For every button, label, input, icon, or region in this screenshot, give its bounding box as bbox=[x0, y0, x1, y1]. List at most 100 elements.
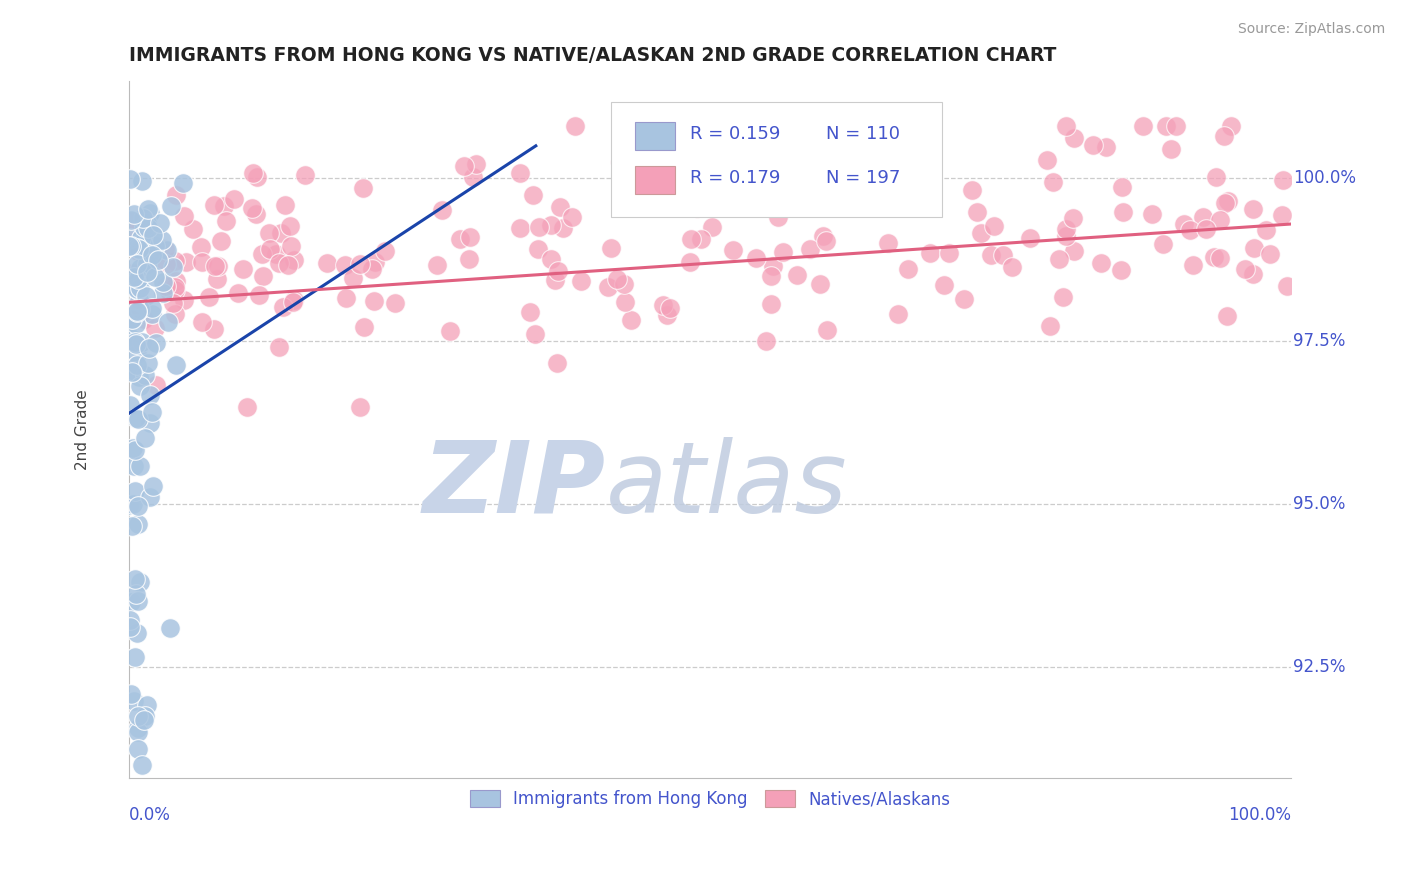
Point bbox=[124, 280, 146, 294]
Point bbox=[269, 340, 291, 354]
Point bbox=[1216, 194, 1239, 208]
Point bbox=[620, 312, 643, 326]
Text: 92.5%: 92.5% bbox=[1294, 658, 1346, 676]
Point bbox=[125, 256, 148, 270]
Text: 97.5%: 97.5% bbox=[1294, 333, 1346, 351]
Point bbox=[128, 370, 150, 384]
Point bbox=[529, 220, 551, 235]
Point bbox=[1019, 231, 1042, 245]
Point bbox=[651, 298, 673, 312]
Point bbox=[124, 336, 146, 351]
Point bbox=[121, 311, 143, 326]
Point bbox=[131, 334, 153, 349]
Point bbox=[1001, 260, 1024, 275]
Point bbox=[283, 294, 305, 309]
Point bbox=[1194, 221, 1216, 235]
Point bbox=[280, 239, 302, 253]
Point bbox=[152, 285, 174, 300]
Point bbox=[614, 295, 637, 310]
Text: 2nd Grade: 2nd Grade bbox=[76, 389, 90, 470]
Text: N = 110: N = 110 bbox=[827, 126, 900, 144]
Point bbox=[125, 279, 148, 293]
Point bbox=[127, 283, 149, 297]
Point bbox=[657, 308, 679, 322]
Point bbox=[966, 205, 988, 219]
Point bbox=[745, 251, 768, 265]
Text: 100.0%: 100.0% bbox=[1294, 169, 1355, 187]
Point bbox=[121, 312, 143, 326]
Point bbox=[122, 442, 145, 456]
Text: IMMIGRANTS FROM HONG KONG VS NATIVE/ALASKAN 2ND GRADE CORRELATION CHART: IMMIGRANTS FROM HONG KONG VS NATIVE/ALAS… bbox=[129, 46, 1057, 65]
Point bbox=[173, 209, 195, 223]
Point bbox=[918, 245, 941, 260]
Text: ZIP: ZIP bbox=[422, 436, 606, 533]
Point bbox=[316, 256, 339, 270]
Point bbox=[349, 400, 371, 414]
Point bbox=[245, 206, 267, 220]
Point bbox=[152, 275, 174, 289]
Point bbox=[124, 443, 146, 458]
Point bbox=[464, 157, 486, 171]
Point bbox=[136, 202, 159, 217]
Point bbox=[724, 131, 747, 145]
Point bbox=[131, 174, 153, 188]
Point bbox=[160, 198, 183, 212]
Point bbox=[232, 262, 254, 277]
Point bbox=[335, 291, 357, 305]
Point bbox=[609, 154, 631, 169]
Point bbox=[461, 170, 484, 185]
Point bbox=[1083, 138, 1105, 153]
Point bbox=[118, 238, 141, 252]
Point bbox=[540, 252, 562, 267]
Point bbox=[127, 241, 149, 255]
Point bbox=[1192, 211, 1215, 225]
Point bbox=[679, 254, 702, 268]
Point bbox=[384, 296, 406, 310]
Point bbox=[155, 257, 177, 271]
Point bbox=[136, 265, 159, 279]
Point bbox=[524, 327, 547, 342]
Point bbox=[1202, 250, 1225, 264]
Point bbox=[1109, 263, 1132, 277]
Point bbox=[522, 187, 544, 202]
Point bbox=[1173, 218, 1195, 232]
Point bbox=[808, 277, 831, 291]
Point bbox=[125, 358, 148, 372]
Point bbox=[938, 246, 960, 260]
Point bbox=[134, 713, 156, 727]
Point bbox=[1132, 120, 1154, 134]
Point bbox=[135, 289, 157, 303]
Point bbox=[1209, 251, 1232, 265]
Point bbox=[242, 166, 264, 180]
Point bbox=[134, 231, 156, 245]
Point bbox=[120, 594, 142, 608]
Point bbox=[1047, 252, 1070, 267]
Point bbox=[145, 377, 167, 392]
Point bbox=[159, 621, 181, 635]
Point bbox=[162, 260, 184, 274]
Point bbox=[1166, 120, 1188, 134]
Point bbox=[932, 278, 955, 293]
Point bbox=[1090, 256, 1112, 270]
Point bbox=[129, 231, 152, 245]
Point bbox=[212, 199, 235, 213]
Point bbox=[134, 431, 156, 445]
Point bbox=[786, 268, 808, 282]
Point bbox=[540, 219, 562, 233]
Point bbox=[526, 242, 548, 256]
Point bbox=[1271, 173, 1294, 187]
Point bbox=[122, 694, 145, 708]
Point bbox=[209, 234, 232, 248]
Point bbox=[1054, 221, 1077, 235]
Point bbox=[1178, 223, 1201, 237]
Point bbox=[127, 725, 149, 739]
Point bbox=[120, 172, 142, 186]
Point bbox=[277, 258, 299, 272]
Point bbox=[124, 572, 146, 586]
Point bbox=[122, 207, 145, 221]
Point bbox=[121, 365, 143, 379]
Point bbox=[136, 221, 159, 235]
Point bbox=[136, 256, 159, 270]
Point bbox=[1063, 131, 1085, 145]
Point bbox=[1271, 208, 1294, 222]
